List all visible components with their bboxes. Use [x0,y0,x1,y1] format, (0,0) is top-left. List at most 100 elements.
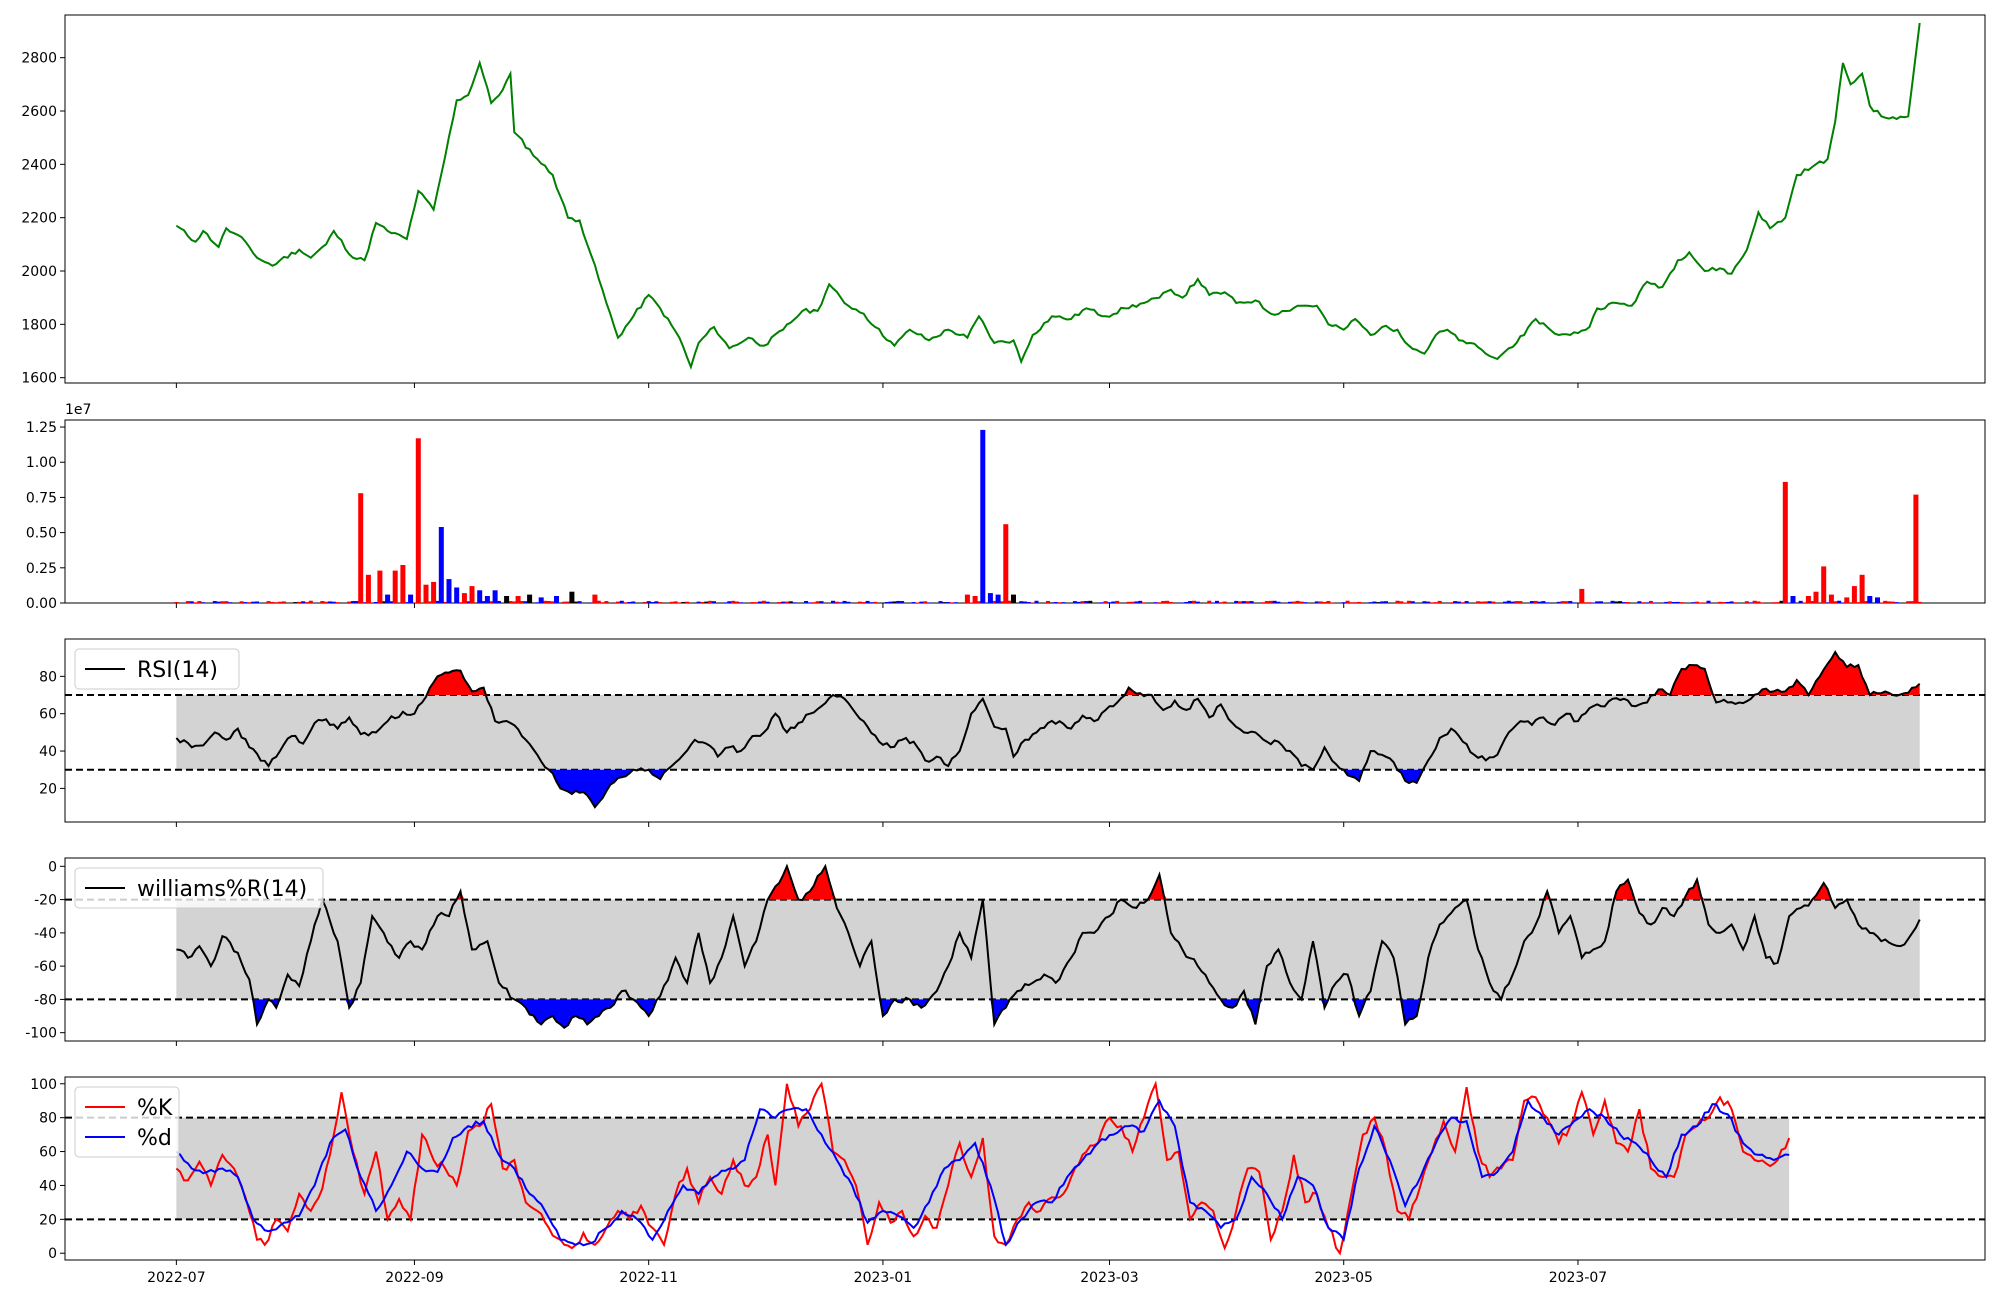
volume-bar [577,601,582,603]
volume-bar [550,601,555,603]
volume-bar [1341,602,1346,604]
volume-bar [1775,602,1780,604]
stochastic-ytick-label: 80 [39,1111,57,1127]
volume-bar [358,493,364,603]
volume-bar [458,602,463,604]
volume-bar [1733,602,1738,603]
volume-bar [438,527,444,603]
williams-ytick-label: 0 [48,859,57,875]
volume-bar [569,591,575,603]
volume-bar [239,601,244,603]
volume-bar [1864,601,1868,603]
volume-bar [1906,601,1911,604]
volume-bar [819,601,824,603]
volume-bar [1779,600,1784,604]
volume-bar [1917,601,1922,603]
volume-bar [404,602,409,604]
volume-bar [1679,602,1684,604]
volume-bar [1859,574,1865,603]
volume-bar [1560,601,1565,604]
volume-bar [1430,602,1434,604]
volume-bar [650,602,655,604]
volume-bar [1910,601,1914,603]
volume-bar [546,601,551,604]
volume-bar [1372,601,1377,604]
volume-bar [1514,601,1519,603]
volume-bar [1218,602,1223,604]
volume-bar [1099,602,1104,604]
volume-bar [1080,601,1085,604]
stochastic-frame [64,1076,1986,1261]
volume-bar [1821,566,1827,603]
volume-bar [496,600,501,604]
volume-bar [1180,602,1185,603]
volume-bar [792,602,797,604]
stochastic-ytick-label: 60 [39,1145,57,1161]
volume-bar [435,600,440,604]
volume-bar [1165,600,1170,603]
volume-bar [915,602,920,603]
volume-bar [1675,601,1680,603]
volume-bar [646,601,651,604]
volume-bar [627,601,632,604]
volume-bar [408,594,414,603]
volume-bar [1583,602,1588,603]
volume-bar [543,600,547,604]
volume-bar [304,602,309,603]
volume-bar [1241,601,1246,603]
williams-frame [64,857,1986,1042]
volume-bar [1030,602,1035,603]
rsi-legend-label: RSI(14) [137,658,218,683]
stochastic-ytick-label: 0 [48,1246,57,1262]
volume-bar [1395,600,1400,604]
volume-bar [1844,597,1850,603]
volume-bar [1756,601,1761,603]
volume-bar [1618,601,1623,603]
volume-bar [1318,601,1323,604]
volume-ytick-label: 0.00 [26,596,57,612]
volume-bar [712,601,716,604]
volume-bar [865,600,870,604]
rsi-ytick-label: 40 [39,744,57,760]
volume-bar [1276,601,1281,604]
volume-bar [220,601,225,603]
volume-bar [573,601,578,604]
volume-bar [1111,601,1116,604]
volume-bar [1591,602,1596,603]
volume-bar [1810,601,1815,604]
williams-band [176,899,1920,1000]
volume-bar [1019,601,1024,603]
volume-bar [1384,601,1388,604]
volume-bar [1894,602,1899,604]
volume-bar [723,602,728,603]
volume-bar [1410,601,1415,604]
williams-oversold-fill [249,999,1421,1028]
volume-bar [443,601,448,604]
volume-bar [654,601,659,603]
volume-bar [1264,601,1269,603]
volume-bar [216,601,221,604]
volume-bar [1648,600,1653,604]
volume-bar [1828,594,1834,603]
volume-bar [900,601,905,604]
rsi-band [176,695,1920,770]
volume-bar [669,601,674,604]
volume-bar [1126,601,1131,604]
volume-bar [392,570,398,603]
volume-bar [297,601,302,604]
volume-bar [1510,601,1515,604]
volume-bar [735,601,739,604]
volume-bar [1545,602,1550,604]
volume-bar [335,602,340,603]
volume-bar [1813,591,1819,603]
volume-bar [1268,600,1273,603]
stochastic-legend-label: %K [137,1096,173,1121]
volume-bar [969,602,974,604]
volume-bar [535,602,540,603]
volume-bar [1046,600,1050,603]
volume-bar [811,602,816,604]
volume-bar [512,601,517,603]
volume-bar [1142,602,1146,604]
volume-bar [1049,602,1054,604]
rsi-line [175,650,1921,809]
